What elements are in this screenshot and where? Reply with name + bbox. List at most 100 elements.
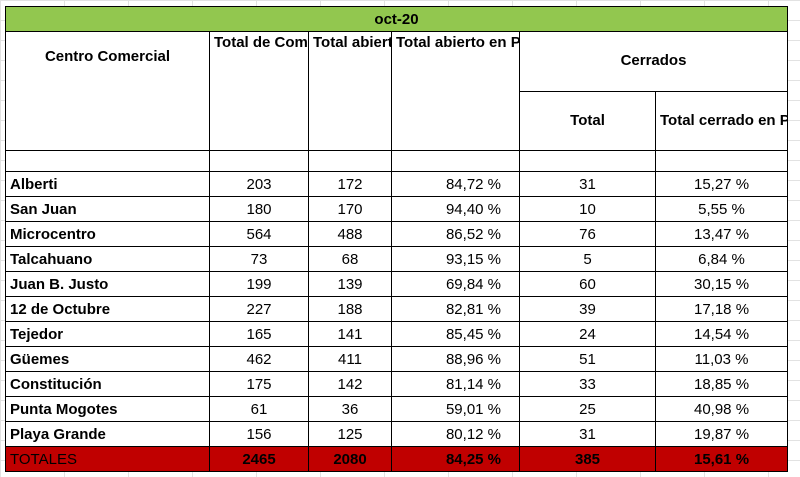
- header-total-abierto-pct-label: Total abierto en Porcentaje: [396, 34, 519, 51]
- cell-total-abiertos[interactable]: 68: [308, 246, 392, 272]
- cell-cerrado-pct[interactable]: 11,03 %: [654, 346, 789, 372]
- cell-centro[interactable]: Playa Grande: [5, 421, 210, 447]
- table-row: Punta Mogotes 61 36 59,01 % 25 40,98 %: [5, 396, 789, 422]
- totals-cell-total-abiertos[interactable]: 2080: [308, 446, 392, 472]
- cell-total-abiertos[interactable]: 142: [308, 371, 392, 397]
- cell-centro[interactable]: Tejedor: [5, 321, 210, 347]
- cell-cerrados-total[interactable]: 5: [519, 246, 656, 272]
- header-centro-comercial[interactable]: Centro Comercial: [5, 31, 210, 151]
- cell-total-abiertos[interactable]: 170: [308, 196, 392, 222]
- table-row: Microcentro 564 488 86,52 % 76 13,47 %: [5, 221, 789, 247]
- cell-total-comercios[interactable]: 199: [209, 271, 309, 297]
- cell-cerrados-total[interactable]: 60: [519, 271, 656, 297]
- cell-cerrado-pct[interactable]: 30,15 %: [654, 271, 789, 297]
- cell-total-abiertos[interactable]: 36: [308, 396, 392, 422]
- totals-cell-total-comercios[interactable]: 2465: [209, 446, 309, 472]
- cell-total-comercios[interactable]: 462: [209, 346, 309, 372]
- totals-cell-cerrado-pct[interactable]: 15,61 %: [654, 446, 789, 472]
- cell-total-comercios[interactable]: 203: [209, 171, 309, 197]
- cell-total-comercios[interactable]: 175: [209, 371, 309, 397]
- cell-cerrados-total[interactable]: 39: [519, 296, 656, 322]
- header-cerrados[interactable]: Cerrados: [518, 31, 789, 92]
- cell-total-comercios[interactable]: 180: [209, 196, 309, 222]
- table-row: San Juan 180 170 94,40 % 10 5,55 %: [5, 196, 789, 222]
- cell-centro[interactable]: Juan B. Justo: [5, 271, 210, 297]
- cell-centro[interactable]: Talcahuano: [5, 246, 210, 272]
- cell-total-comercios[interactable]: 156: [209, 421, 309, 447]
- cell-centro[interactable]: Güemes: [5, 346, 210, 372]
- totals-row: TOTALES 2465 2080 84,25 % 385 15,61 %: [5, 446, 789, 472]
- table-title[interactable]: oct-20: [4, 6, 789, 32]
- cell-cerrados-total[interactable]: 33: [519, 371, 656, 397]
- cell-cerrado-pct[interactable]: 19,87 %: [654, 421, 789, 447]
- spacer-cell[interactable]: [519, 150, 656, 172]
- spacer-cell[interactable]: [391, 150, 520, 172]
- header-total-abiertos[interactable]: Total abiertos: [308, 31, 392, 151]
- cell-total-abiertos[interactable]: 172: [308, 171, 392, 197]
- cell-cerrados-total[interactable]: 31: [519, 171, 656, 197]
- table-row: Playa Grande 156 125 80,12 % 31 19,87 %: [5, 421, 789, 447]
- spacer-cell[interactable]: [308, 150, 392, 172]
- cell-total-comercios[interactable]: 227: [209, 296, 309, 322]
- cell-total-abiertos[interactable]: 411: [308, 346, 392, 372]
- totals-cell-centro[interactable]: TOTALES: [5, 446, 210, 472]
- table-row: Tejedor 165 141 85,45 % 24 14,54 %: [5, 321, 789, 347]
- commerce-table: oct-20 Centro Comercial Total de Comerci…: [4, 6, 789, 472]
- cell-centro[interactable]: San Juan: [5, 196, 210, 222]
- table-row: Alberti 203 172 84,72 % 31 15,27 %: [5, 171, 789, 197]
- table-row: 12 de Octubre 227 188 82,81 % 39 17,18 %: [5, 296, 789, 322]
- cell-centro[interactable]: Punta Mogotes: [5, 396, 210, 422]
- cell-cerrado-pct[interactable]: 5,55 %: [654, 196, 789, 222]
- cell-cerrado-pct[interactable]: 15,27 %: [654, 171, 789, 197]
- cell-cerrado-pct[interactable]: 6,84 %: [654, 246, 789, 272]
- cell-abierto-pct[interactable]: 81,14 %: [391, 371, 520, 397]
- cell-centro[interactable]: 12 de Octubre: [5, 296, 210, 322]
- cell-centro[interactable]: Alberti: [5, 171, 210, 197]
- cell-total-comercios[interactable]: 165: [209, 321, 309, 347]
- cell-cerrado-pct[interactable]: 13,47 %: [654, 221, 789, 247]
- cell-abierto-pct[interactable]: 86,52 %: [391, 221, 520, 247]
- header-total-comercios[interactable]: Total de Comercios: [209, 31, 309, 151]
- cell-total-abiertos[interactable]: 125: [308, 421, 392, 447]
- cell-cerrado-pct[interactable]: 40,98 %: [654, 396, 789, 422]
- cell-abierto-pct[interactable]: 85,45 %: [391, 321, 520, 347]
- cell-cerrados-total[interactable]: 76: [519, 221, 656, 247]
- cell-cerrados-total[interactable]: 10: [519, 196, 656, 222]
- cell-abierto-pct[interactable]: 94,40 %: [391, 196, 520, 222]
- cell-total-comercios[interactable]: 564: [209, 221, 309, 247]
- cell-cerrados-total[interactable]: 31: [519, 421, 656, 447]
- cell-total-comercios[interactable]: 61: [209, 396, 309, 422]
- header-centro-label: Centro Comercial: [44, 48, 171, 65]
- cell-total-abiertos[interactable]: 188: [308, 296, 392, 322]
- cell-total-comercios[interactable]: 73: [209, 246, 309, 272]
- table-row: Juan B. Justo 199 139 69,84 % 60 30,15 %: [5, 271, 789, 297]
- spacer-cell[interactable]: [209, 150, 309, 172]
- cell-cerrado-pct[interactable]: 17,18 %: [654, 296, 789, 322]
- cell-centro[interactable]: Microcentro: [5, 221, 210, 247]
- cell-cerrados-total[interactable]: 25: [519, 396, 656, 422]
- spacer-cell[interactable]: [5, 150, 210, 172]
- cell-abierto-pct[interactable]: 93,15 %: [391, 246, 520, 272]
- cell-abierto-pct[interactable]: 80,12 %: [391, 421, 520, 447]
- totals-cell-abierto-pct[interactable]: 84,25 %: [391, 446, 520, 472]
- cell-cerrado-pct[interactable]: 14,54 %: [654, 321, 789, 347]
- spacer-cell[interactable]: [654, 150, 789, 172]
- cell-abierto-pct[interactable]: 59,01 %: [391, 396, 520, 422]
- cell-centro[interactable]: Constitución: [5, 371, 210, 397]
- cell-total-abiertos[interactable]: 488: [308, 221, 392, 247]
- cell-cerrados-total[interactable]: 51: [519, 346, 656, 372]
- cell-total-abiertos[interactable]: 139: [308, 271, 392, 297]
- cell-total-abiertos[interactable]: 141: [308, 321, 392, 347]
- cell-cerrados-total[interactable]: 24: [519, 321, 656, 347]
- header-cerrados-total[interactable]: Total: [519, 90, 656, 151]
- header-cerrados-pct[interactable]: Total cerrado en Porcentaje: [654, 90, 789, 151]
- cell-abierto-pct[interactable]: 69,84 %: [391, 271, 520, 297]
- header-total-abiertos-label: Total abiertos: [313, 34, 391, 51]
- header-total-abierto-pct[interactable]: Total abierto en Porcentaje: [391, 31, 520, 151]
- totals-cell-cerrados-total[interactable]: 385: [519, 446, 656, 472]
- cell-abierto-pct[interactable]: 84,72 %: [391, 171, 520, 197]
- cell-abierto-pct[interactable]: 82,81 %: [391, 296, 520, 322]
- header-total-comercios-label: Total de Comercios: [214, 34, 308, 51]
- cell-cerrado-pct[interactable]: 18,85 %: [654, 371, 789, 397]
- cell-abierto-pct[interactable]: 88,96 %: [391, 346, 520, 372]
